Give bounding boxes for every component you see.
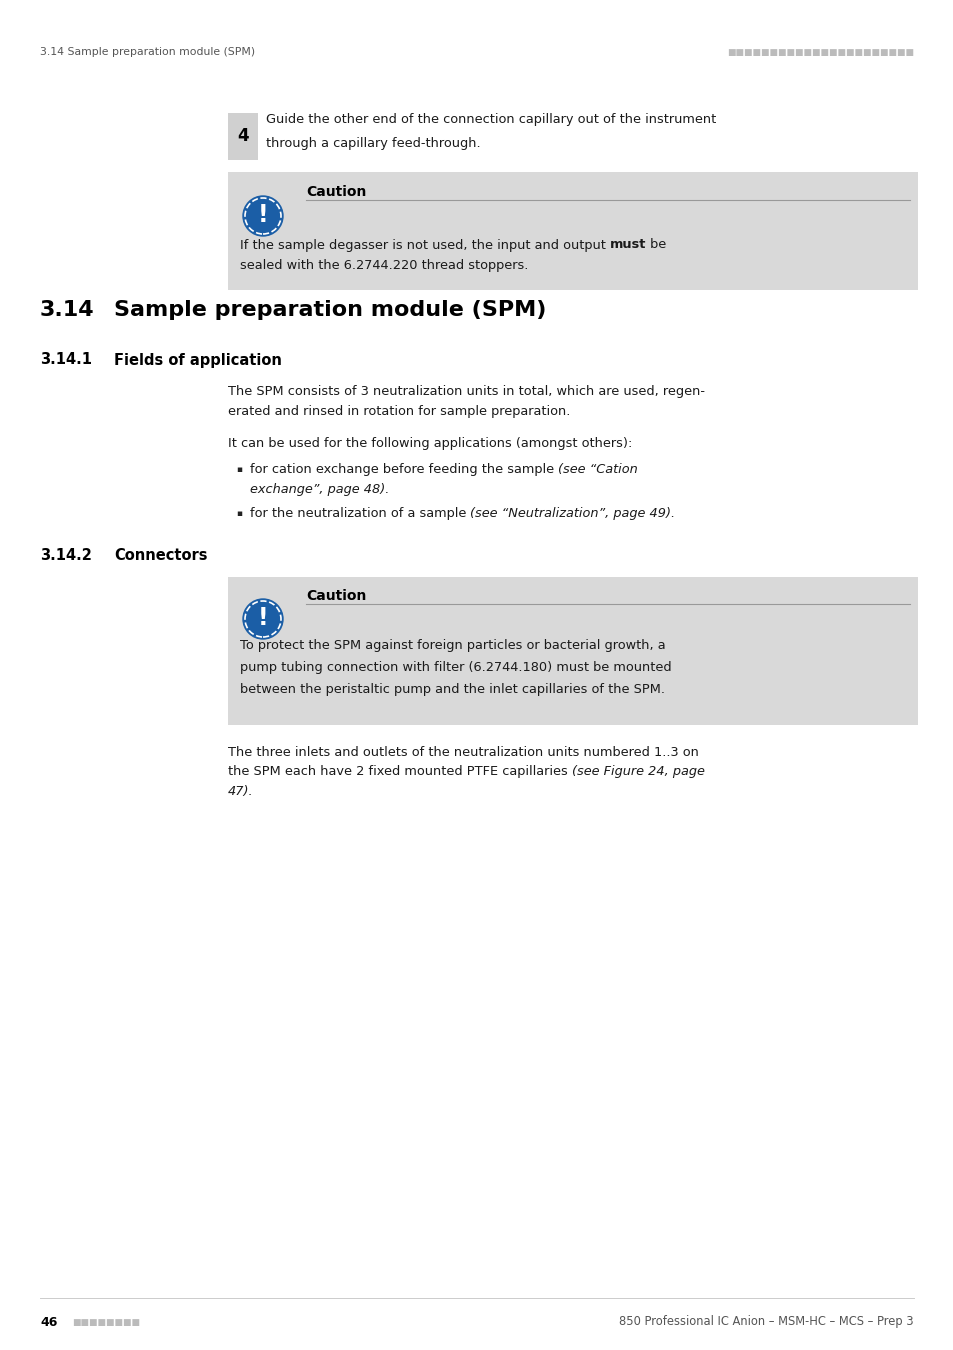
- FancyBboxPatch shape: [228, 113, 257, 161]
- Text: exchange”, page 48).: exchange”, page 48).: [250, 483, 389, 497]
- Text: (see Figure 24, page: (see Figure 24, page: [571, 765, 704, 779]
- Text: be: be: [646, 239, 666, 251]
- Text: 47).: 47).: [228, 786, 253, 798]
- Text: Caution: Caution: [306, 185, 366, 198]
- Text: (see “Cation: (see “Cation: [558, 463, 638, 477]
- Text: Caution: Caution: [306, 589, 366, 603]
- Text: (see “Neutralization”, page 49).: (see “Neutralization”, page 49).: [470, 506, 675, 520]
- Text: for the neutralization of a sample: for the neutralization of a sample: [250, 506, 470, 520]
- Text: 3.14: 3.14: [40, 300, 94, 320]
- Text: pump tubing connection with filter (6.2744.180) must be mounted: pump tubing connection with filter (6.27…: [240, 660, 671, 674]
- Text: !: !: [257, 606, 268, 630]
- Text: 850 Professional IC Anion – MSM-HC – MCS – Prep 3: 850 Professional IC Anion – MSM-HC – MCS…: [618, 1315, 913, 1328]
- Text: 3.14 Sample preparation module (SPM): 3.14 Sample preparation module (SPM): [40, 47, 254, 57]
- Text: Fields of application: Fields of application: [113, 352, 281, 367]
- Text: through a capillary feed-through.: through a capillary feed-through.: [266, 138, 480, 150]
- Text: 4: 4: [237, 127, 249, 144]
- Text: If the sample degasser is not used, the input and output: If the sample degasser is not used, the …: [240, 239, 609, 251]
- Text: the SPM each have 2 fixed mounted PTFE capillaries: the SPM each have 2 fixed mounted PTFE c…: [228, 765, 571, 779]
- Text: between the peristaltic pump and the inlet capillaries of the SPM.: between the peristaltic pump and the inl…: [240, 683, 664, 695]
- Text: Connectors: Connectors: [113, 548, 208, 563]
- FancyBboxPatch shape: [228, 171, 917, 290]
- Text: ▪: ▪: [235, 466, 242, 474]
- Circle shape: [243, 196, 283, 236]
- Text: To protect the SPM against foreign particles or bacterial growth, a: To protect the SPM against foreign parti…: [240, 639, 665, 652]
- Text: ▪: ▪: [235, 509, 242, 517]
- Text: 46: 46: [40, 1315, 57, 1328]
- Text: for cation exchange before feeding the sample: for cation exchange before feeding the s…: [250, 463, 558, 477]
- Text: Sample preparation module (SPM): Sample preparation module (SPM): [113, 300, 546, 320]
- Text: ■■■■■■■■: ■■■■■■■■: [71, 1318, 140, 1327]
- Text: sealed with the 6.2744.220 thread stoppers.: sealed with the 6.2744.220 thread stoppe…: [240, 258, 528, 271]
- FancyBboxPatch shape: [228, 576, 917, 725]
- Text: !: !: [257, 202, 268, 227]
- Text: 3.14.2: 3.14.2: [40, 548, 91, 563]
- Text: The SPM consists of 3 neutralization units in total, which are used, regen-: The SPM consists of 3 neutralization uni…: [228, 386, 704, 398]
- Text: 3.14.1: 3.14.1: [40, 352, 91, 367]
- Text: must: must: [609, 239, 646, 251]
- Circle shape: [243, 599, 283, 639]
- Text: It can be used for the following applications (amongst others):: It can be used for the following applica…: [228, 436, 632, 450]
- Text: The three inlets and outlets of the neutralization units numbered 1..3 on: The three inlets and outlets of the neut…: [228, 745, 699, 759]
- Text: ■■■■■■■■■■■■■■■■■■■■■■: ■■■■■■■■■■■■■■■■■■■■■■: [726, 47, 913, 57]
- Text: erated and rinsed in rotation for sample preparation.: erated and rinsed in rotation for sample…: [228, 405, 570, 418]
- Text: Guide the other end of the connection capillary out of the instrument: Guide the other end of the connection ca…: [266, 113, 716, 127]
